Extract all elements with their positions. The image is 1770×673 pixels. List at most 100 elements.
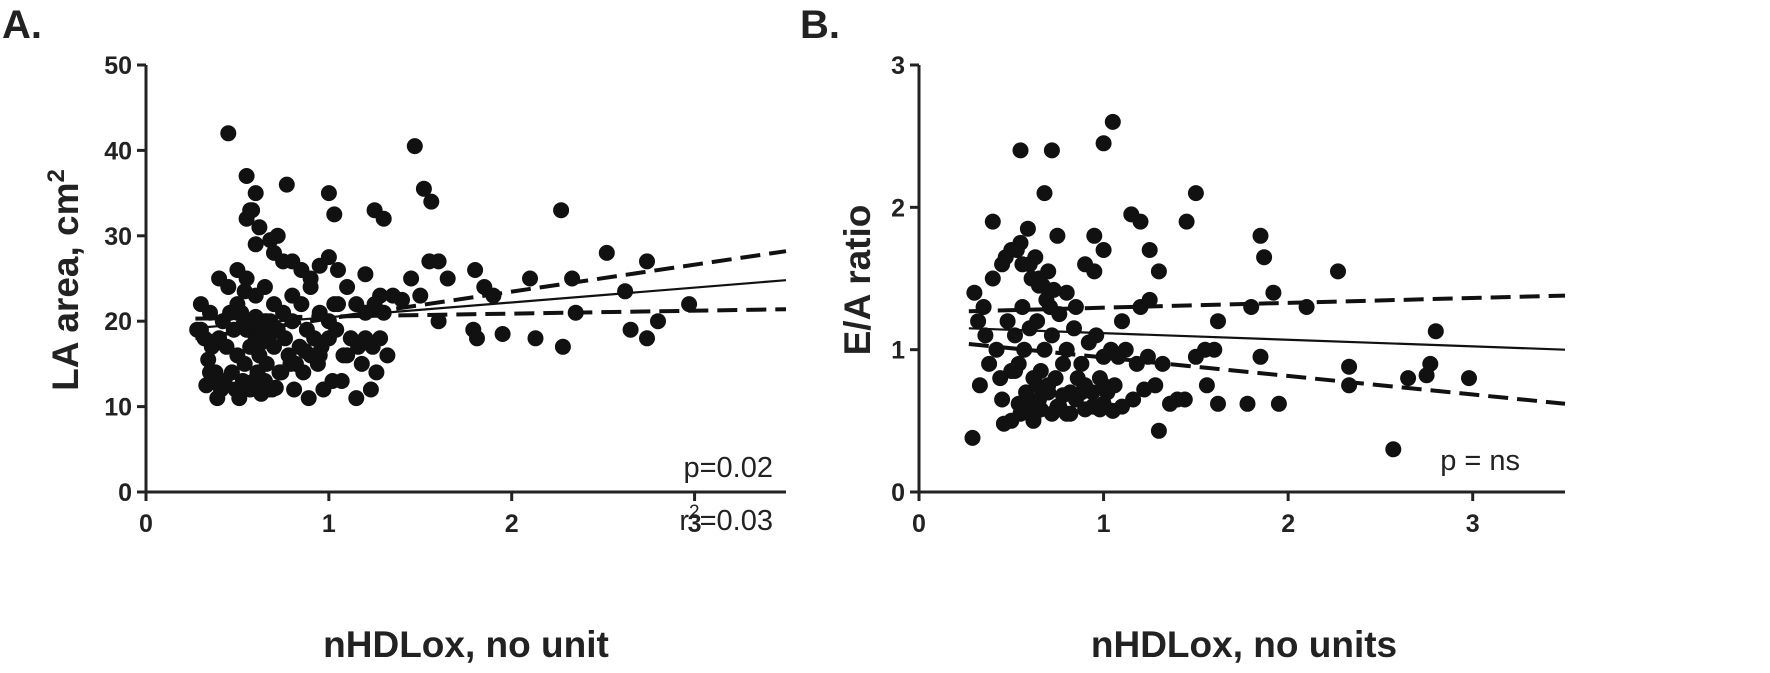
panel-a-data-point <box>527 330 544 347</box>
panel-b-data-point <box>1067 299 1084 315</box>
panel-a-data-point <box>339 279 356 295</box>
panel-a-data-point <box>271 364 288 381</box>
panel-a-data-point <box>320 185 337 202</box>
panel-b-y-axis-title: E/A ratio <box>837 205 878 356</box>
panel-b-data-point <box>1086 227 1103 244</box>
panel-a-data-point <box>220 279 237 295</box>
panel-b-data-point <box>1036 185 1053 202</box>
panel-a-data-point <box>368 364 385 381</box>
panel-b-data-point <box>1073 355 1090 372</box>
panel-a-data-point <box>284 313 301 330</box>
panel-a-data-point <box>247 236 264 253</box>
panel-a-x-tick-label: 1 <box>322 510 336 538</box>
panel-a-data-point <box>357 266 374 283</box>
panel-a-data-point <box>236 283 253 300</box>
panel-a-data-point <box>554 338 571 355</box>
panel-b-data-point <box>975 299 992 315</box>
panel-a-data-point <box>282 355 299 372</box>
panel-b-data-point <box>1049 227 1066 244</box>
panel-a-y-tick-label: 50 <box>104 52 132 80</box>
panel-b-data-point <box>1150 263 1167 280</box>
panel-a-data-point <box>251 219 268 236</box>
panel-a-data-point <box>315 381 332 398</box>
panel-a-data-point <box>231 390 248 407</box>
panel-a-data-point <box>320 249 337 266</box>
panel-b-x-axis-title: nHDLox, no units <box>1091 624 1397 665</box>
panel-a-letter: A. <box>2 3 42 47</box>
panel-a-data-point <box>394 291 410 308</box>
panel-b-data-point <box>1252 348 1269 365</box>
panel-b-data-point <box>1086 263 1103 280</box>
panel-a-data-point <box>469 330 485 347</box>
panel-b-data-point <box>1027 249 1044 266</box>
panel-a-data-point <box>485 287 502 304</box>
panel-a-axes: 0 10 20 30 40 50 0 1 2 3 <box>104 52 786 538</box>
panel-b-data-point <box>1062 405 1079 422</box>
panel-b-data-point <box>1104 113 1121 130</box>
panel-a-data-point <box>412 287 429 304</box>
panel-a-data-point <box>564 270 581 287</box>
panel-a-data-point <box>379 347 396 364</box>
panel-b-y-tick-label: 2 <box>891 194 905 222</box>
panel-b-data-point <box>1055 355 1071 372</box>
panel-a-data-point <box>192 321 209 338</box>
panel-b-data-point <box>1243 299 1260 315</box>
panel-b-data-point <box>999 313 1016 330</box>
panel-a-data-point <box>202 304 218 321</box>
panel-a-data-point <box>293 296 310 313</box>
panel-a-data-point <box>302 279 319 295</box>
panel-a-y-tick-label: 40 <box>104 137 132 165</box>
panel-b-data-point <box>981 355 998 372</box>
panel-a-data-point <box>234 317 251 334</box>
panel-a-data-points <box>189 125 698 407</box>
panel-b-data-point <box>1025 410 1042 426</box>
panel-b-data-point <box>971 377 988 394</box>
panel-a-data-point <box>650 313 666 330</box>
panel-a-data-point <box>238 168 255 184</box>
panel-b-letter: B. <box>800 3 840 47</box>
panel-a-y-tick-label: 10 <box>104 394 132 422</box>
panel-b-data-point <box>1014 299 1031 315</box>
panel-b-data-point <box>1162 395 1178 412</box>
panel-b-data-point <box>1210 313 1226 330</box>
panel-b-data-point <box>1012 142 1029 159</box>
panel-b-data-point <box>1252 227 1269 244</box>
panel-a-data-point <box>598 244 615 261</box>
panel-a-data-point <box>311 347 328 364</box>
panel-b-data-point <box>964 429 981 446</box>
panel-b-data-point <box>1095 395 1112 412</box>
panel-a-data-point <box>256 279 273 295</box>
panel-a-data-point <box>218 338 235 355</box>
panel-a-data-point <box>229 296 246 313</box>
panel-b-data-point <box>1010 395 1027 412</box>
panel-a-y-tick-label: 30 <box>104 223 132 251</box>
panel-b-data-points <box>964 113 1477 458</box>
panel-b-y-tick-label: 0 <box>891 479 905 507</box>
panel-b-data-point <box>966 284 983 301</box>
panel-b-data-point <box>977 327 994 344</box>
panel-a-data-point <box>220 125 237 142</box>
panel-b-y-tick-label: 3 <box>891 52 905 80</box>
panel-b-data-point <box>1016 341 1033 358</box>
panel-b-data-point <box>1141 291 1158 308</box>
panel-b-data-point <box>1047 370 1064 387</box>
panel-b-data-point <box>1239 395 1256 412</box>
panel-a-x-tick-label: 3 <box>688 510 702 538</box>
panel-a-data-point <box>328 321 345 338</box>
panel-b-data-point <box>1385 441 1402 458</box>
panel-a-data-point <box>622 321 639 338</box>
panel-a-data-point <box>375 210 392 227</box>
panel-a-data-point <box>553 202 570 219</box>
panel-a-x-tick-label: 0 <box>139 510 153 538</box>
panel-b-data-point <box>1043 327 1060 344</box>
panel-a-data-point <box>522 270 538 287</box>
panel-b-data-point <box>1029 313 1046 330</box>
panel-b-data-point <box>1045 281 1062 298</box>
panel-b-data-point <box>1341 358 1358 375</box>
panel-a-data-point <box>216 373 233 389</box>
panel-a-y-tick-label: 0 <box>118 479 132 507</box>
panel-a-data-point <box>300 390 317 407</box>
panel-b-data-point <box>1341 377 1358 394</box>
panel-b-data-point <box>1043 405 1060 422</box>
